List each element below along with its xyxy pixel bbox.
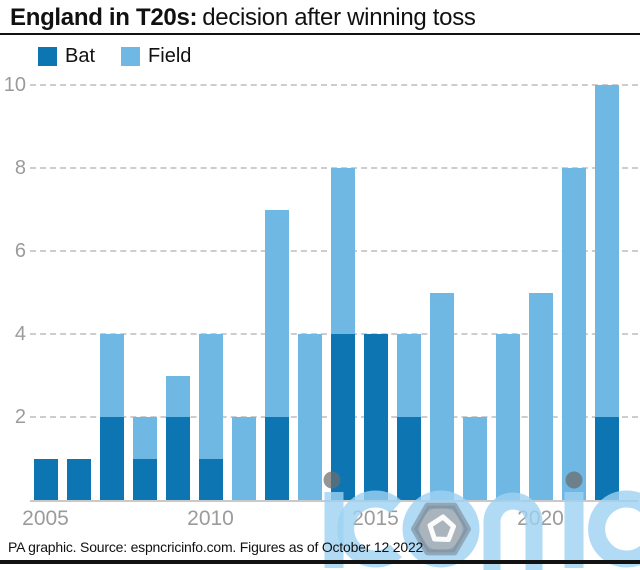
y-tick-label: 8	[14, 157, 26, 179]
bar-field-2008	[132, 417, 157, 459]
field-legend-label: Field	[148, 45, 192, 67]
bar-field-2007	[99, 334, 124, 417]
bar-field-2011	[231, 417, 256, 500]
field-color-swatch	[121, 47, 141, 66]
bar-field-2017	[429, 292, 454, 500]
bat-legend-label: Bat	[65, 45, 96, 67]
bottom-divider	[0, 560, 640, 564]
bar-field-2016	[396, 334, 421, 417]
bar-field-2020	[528, 292, 553, 500]
bar-bat-2006	[66, 458, 91, 500]
x-tick-label: 2020	[517, 507, 564, 530]
page-title: England in T20s: decision after winning t…	[10, 4, 476, 32]
y-tick-label: 4	[14, 323, 26, 345]
bar-bat-2014	[330, 334, 355, 500]
bar-field-2010	[198, 334, 223, 459]
bar-bat-2009	[165, 417, 190, 500]
y-tick-label: 10	[3, 74, 26, 96]
bar-bat-2008	[132, 458, 157, 500]
page-title-bold: England in T20s:	[10, 4, 198, 31]
source-note: PA graphic. Source: espncricinfo.com. Fi…	[8, 539, 424, 555]
bar-field-2019	[495, 334, 520, 500]
bar-bat-2010	[198, 458, 223, 500]
y-tick-label: 6	[14, 240, 26, 262]
x-tick-label: 2015	[352, 507, 399, 530]
bar-bat-2012	[264, 417, 289, 500]
bar-bat-2007	[99, 417, 124, 500]
bar-field-2018	[462, 417, 487, 500]
legend: Bat Field	[38, 45, 191, 68]
x-tick-label: 2005	[22, 507, 69, 530]
bar-field-2013	[297, 334, 322, 500]
bat-color-swatch	[38, 47, 57, 66]
title-divider	[0, 33, 640, 35]
y-tick-label: 2	[14, 406, 26, 428]
bar-field-2012	[264, 209, 289, 417]
gridline-10	[30, 84, 638, 86]
x-tick-label: 2010	[187, 507, 234, 530]
page-title-regular: decision after winning toss	[202, 4, 476, 31]
x-axis-line	[30, 500, 638, 502]
bar-bat-2015	[363, 334, 388, 500]
bar-field-2021	[561, 168, 586, 500]
bar-bat-2022	[594, 417, 619, 500]
legend-item-bat: Bat	[38, 45, 95, 68]
bar-bat-2016	[396, 417, 421, 500]
legend-item-field: Field	[121, 45, 191, 68]
bar-field-2022	[594, 85, 619, 417]
bar-bat-2005	[33, 458, 58, 500]
bar-field-2009	[165, 375, 190, 417]
bar-field-2014	[330, 168, 355, 334]
